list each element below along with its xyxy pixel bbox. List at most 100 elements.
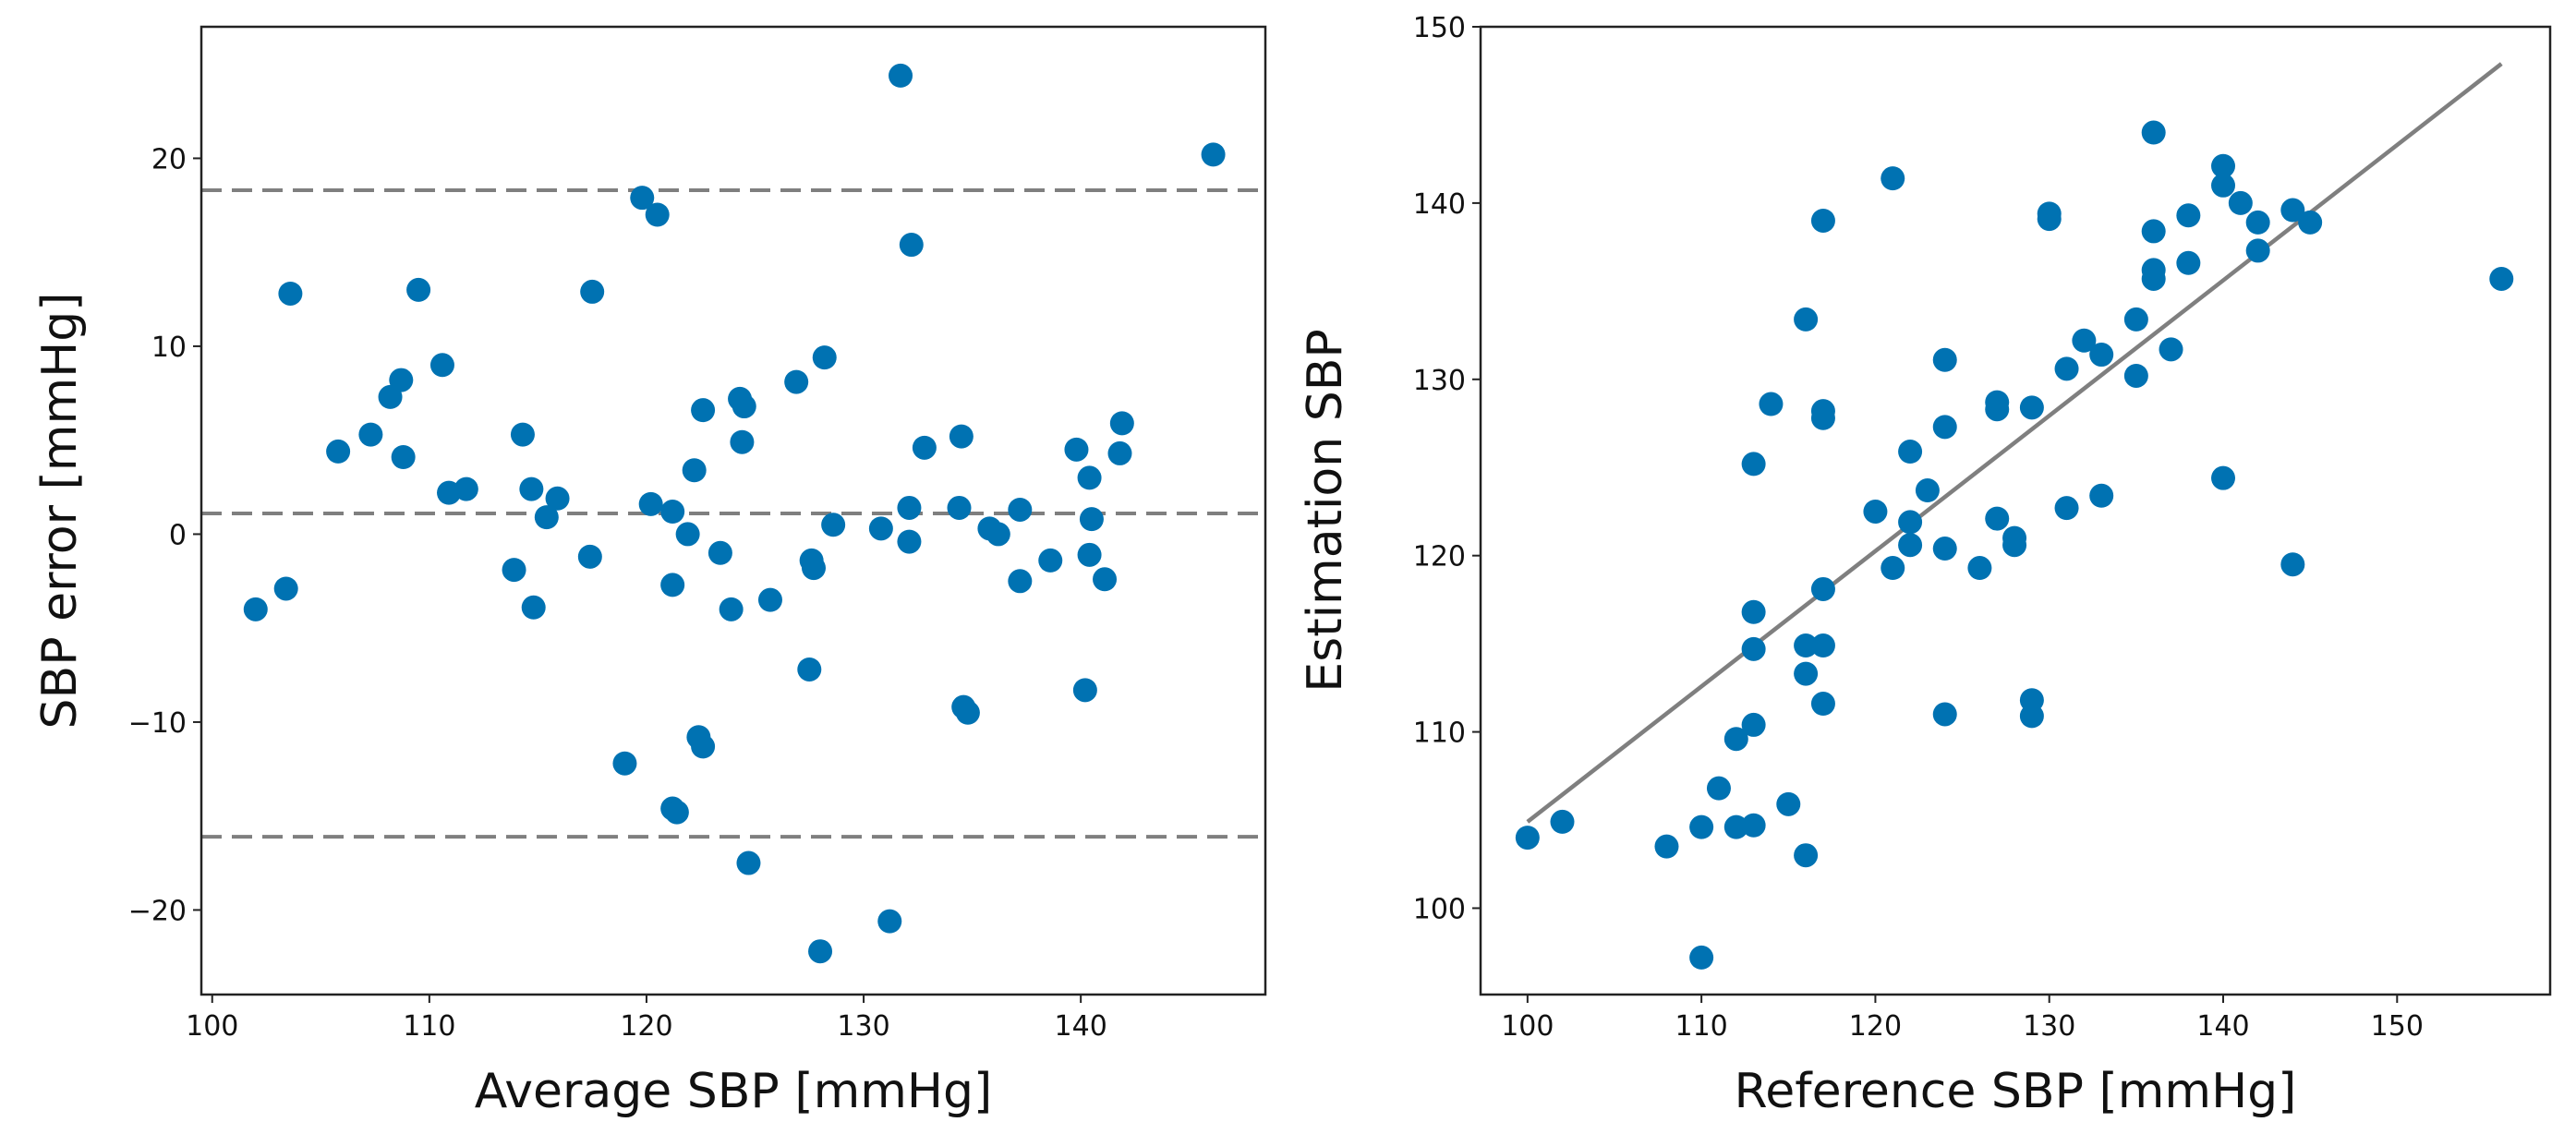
correlation-point	[1515, 826, 1540, 850]
correlation-point	[1881, 166, 1905, 191]
bland-altman-point	[429, 353, 454, 378]
correlation-point	[1550, 809, 1575, 834]
bland-altman-point	[808, 939, 833, 964]
bland-altman-point	[1064, 437, 1089, 462]
bland-altman-point	[1077, 465, 1102, 490]
bland-altman-point	[877, 909, 902, 934]
bland-altman-point	[510, 422, 535, 447]
correlation-point	[1915, 478, 1940, 503]
bland-altman-point	[545, 486, 570, 511]
bland-altman-point	[955, 700, 980, 725]
bland-altman-point	[660, 573, 685, 597]
bland-altman-y-tick-label: −10	[128, 707, 187, 740]
correlation-point	[1898, 510, 1923, 535]
bland-altman-point	[406, 277, 431, 302]
correlation-point	[1810, 399, 1835, 424]
bland-altman-point	[502, 558, 526, 583]
bland-altman-point	[986, 522, 1010, 547]
correlation-point	[1932, 415, 1957, 440]
bland-altman-x-tick-label: 120	[620, 1010, 672, 1043]
bland-altman-point	[1072, 678, 1097, 703]
bland-altman-point	[1093, 567, 1118, 592]
correlation-point	[2211, 153, 2236, 178]
correlation-point	[2211, 173, 2236, 198]
bland-altman-y-tick-label: 20	[151, 143, 187, 175]
correlation-point	[1810, 208, 1835, 233]
correlation-point	[2245, 238, 2270, 263]
correlation-y-tick-label: 120	[1413, 541, 1466, 573]
bland-altman-point	[812, 345, 837, 370]
correlation-point	[2141, 258, 2166, 283]
correlation-x-tick-label: 130	[2023, 1010, 2075, 1043]
bland-altman-point	[358, 422, 383, 447]
correlation-point	[2280, 198, 2305, 223]
bland-altman-point	[719, 597, 744, 621]
correlation-point	[1810, 576, 1835, 601]
bland-altman-point	[389, 368, 414, 392]
correlation-point	[1898, 533, 1923, 558]
correlation-point	[2141, 219, 2166, 244]
bland-altman-point	[577, 544, 602, 569]
bland-altman-point	[1008, 497, 1033, 522]
bland-altman-point	[1107, 440, 1132, 465]
bland-altman-point	[273, 576, 298, 601]
bland-altman-x-tick-label: 110	[403, 1010, 455, 1043]
correlation-y-tick-label: 110	[1413, 718, 1466, 750]
bland-altman-axes-frame	[200, 25, 1267, 996]
correlation-point	[1985, 506, 2010, 531]
correlation-x-tick-label: 140	[2196, 1010, 2249, 1043]
bland-altman-point	[1201, 142, 1226, 167]
correlation-point	[1723, 814, 1748, 839]
bland-altman-x-axis-label: Average SBP [mmHg]	[475, 1064, 993, 1119]
correlation-point	[2089, 483, 2114, 508]
correlation-point	[2054, 496, 2079, 521]
bland-altman-point	[1077, 542, 1102, 567]
correlation-point	[1794, 307, 1819, 332]
bland-altman-point	[949, 424, 974, 449]
bland-altman-point	[638, 491, 663, 516]
bland-altman-point	[675, 522, 700, 547]
correlation-point	[1689, 814, 1714, 839]
correlation-point	[1794, 843, 1819, 868]
correlation-y-tick-label: 140	[1413, 188, 1466, 221]
bland-altman-point	[1008, 569, 1033, 594]
correlation-point	[2002, 525, 2027, 550]
bland-altman-plot: 100 110 120 130 140 −20 −10 0 10 20 Average SBP […	[32, 25, 1267, 1119]
bland-altman-point	[519, 476, 544, 501]
bland-altman-point	[580, 279, 605, 304]
correlation-y-axis-label: Estimation SBP	[1298, 329, 1353, 692]
bland-altman-point	[1109, 411, 1134, 436]
bland-altman-y-tick-label: 10	[151, 332, 187, 364]
bland-altman-point	[645, 202, 670, 227]
correlation-point	[1985, 390, 2010, 415]
bland-altman-point	[454, 476, 478, 501]
correlation-point	[1689, 945, 1714, 970]
bland-altman-point	[897, 529, 922, 554]
correlation-point	[2298, 210, 2323, 235]
bland-altman-point	[736, 850, 761, 875]
bland-altman-ticks: 100 110 120 130 140 −20 −10 0 10 20	[128, 143, 1107, 1043]
correlation-x-tick-label: 120	[1849, 1010, 1902, 1043]
correlation-point	[1741, 712, 1766, 737]
correlation-point	[1794, 661, 1819, 686]
correlation-point	[1932, 537, 1957, 561]
correlation-point	[2019, 688, 2044, 713]
correlation-point	[2123, 363, 2148, 388]
correlation-point	[1932, 702, 1957, 727]
correlation-data-layer	[1515, 62, 2514, 970]
correlation-point	[1654, 834, 1679, 859]
bland-altman-point	[660, 500, 685, 525]
correlation-y-tick-label: 130	[1413, 365, 1466, 397]
correlation-point	[1741, 599, 1766, 624]
bland-altman-point	[889, 63, 913, 88]
bland-altman-x-tick-label: 100	[186, 1010, 238, 1043]
bland-altman-x-tick-label: 140	[1055, 1010, 1107, 1043]
bland-altman-point	[912, 435, 937, 460]
correlation-point	[2019, 395, 2044, 420]
correlation-x-tick-label: 100	[1501, 1010, 1554, 1043]
correlation-point	[1706, 776, 1731, 801]
correlation-point	[1810, 692, 1835, 717]
correlation-point	[2211, 465, 2236, 490]
correlation-x-tick-label: 110	[1675, 1010, 1727, 1043]
